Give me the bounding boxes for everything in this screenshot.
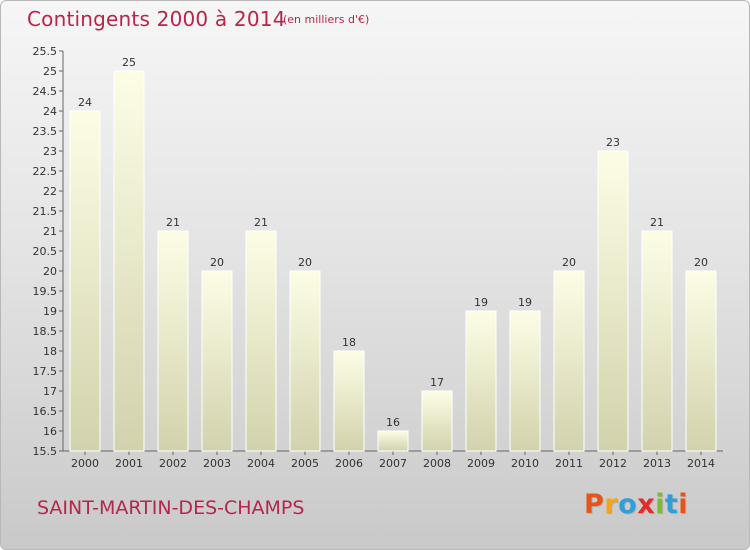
chart-labels: 2000 24 2001 25 2002 21 2003 20 2004 21 2005 20 2006… — [71, 56, 715, 470]
y-tick-label: 19 — [43, 305, 57, 318]
bar-value-label: 23 — [606, 136, 620, 149]
y-tick-label: 16.5 — [33, 405, 58, 418]
x-tick-label: 2004 — [247, 457, 275, 470]
x-tick-label: 2008 — [423, 457, 451, 470]
bar-value-label: 21 — [166, 216, 180, 229]
commune-name: SAINT-MARTIN-DES-CHAMPS — [37, 497, 305, 519]
bar — [641, 230, 673, 452]
chart-unit: (en milliers d'€) — [283, 13, 370, 26]
bar-value-label: 21 — [254, 216, 268, 229]
bar-value-label: 24 — [78, 96, 92, 109]
y-tick-label: 19.5 — [33, 285, 58, 298]
bar — [201, 270, 233, 452]
x-tick-label: 2014 — [687, 457, 715, 470]
y-tick-label: 21 — [43, 225, 57, 238]
x-tick-label: 2009 — [467, 457, 495, 470]
bar — [289, 270, 321, 452]
bar-value-label: 17 — [430, 376, 444, 389]
chart-axes: 15.5 16 16.5 17 17.5 18 18.5 19 19.5 20 20.5 21 21.5… — [33, 45, 723, 458]
y-tick-label: 22 — [43, 185, 57, 198]
y-tick-label: 25.5 — [33, 45, 58, 58]
bar-value-label: 25 — [122, 56, 136, 69]
bar — [377, 430, 409, 452]
y-tick-label: 23.5 — [33, 125, 58, 138]
y-tick-label: 25 — [43, 65, 57, 78]
brand-letter: r — [604, 489, 619, 520]
y-tick-label: 21.5 — [33, 205, 58, 218]
x-tick-label: 2007 — [379, 457, 407, 470]
x-tick-label: 2011 — [555, 457, 583, 470]
x-tick-label: 2005 — [291, 457, 319, 470]
y-tick-label: 18 — [43, 345, 57, 358]
x-tick-label: 2000 — [71, 457, 99, 470]
x-tick-label: 2013 — [643, 457, 671, 470]
y-tick-label: 23 — [43, 145, 57, 158]
y-tick-label: 22.5 — [33, 165, 58, 178]
bar — [333, 350, 365, 452]
y-tick-label: 15.5 — [33, 445, 58, 458]
bar-value-label: 16 — [386, 416, 400, 429]
bar — [597, 150, 629, 452]
bar — [245, 230, 277, 452]
x-tick-label: 2010 — [511, 457, 539, 470]
bar-value-label: 19 — [518, 296, 532, 309]
brand-letter: P — [584, 489, 605, 520]
chart-bars — [69, 70, 717, 452]
bar — [157, 230, 189, 452]
y-tick-label: 24 — [43, 105, 57, 118]
bar — [69, 110, 101, 452]
bar-value-label: 18 — [342, 336, 356, 349]
bar-value-label: 21 — [650, 216, 664, 229]
bar — [421, 390, 453, 452]
x-tick-label: 2012 — [599, 457, 627, 470]
brand-letter: i — [678, 489, 689, 520]
bar — [685, 270, 717, 452]
bar-value-label: 20 — [694, 256, 708, 269]
brand-letter: o — [618, 489, 638, 520]
proxiti-logo[interactable]: Proxiti — [584, 489, 688, 520]
bar-value-label: 20 — [298, 256, 312, 269]
bar — [509, 310, 541, 452]
y-tick-label: 18.5 — [33, 325, 58, 338]
brand-letter: t — [664, 489, 679, 520]
y-tick-label: 20.5 — [33, 245, 58, 258]
bar-value-label: 20 — [562, 256, 576, 269]
x-tick-label: 2003 — [203, 457, 231, 470]
x-tick-label: 2006 — [335, 457, 363, 470]
y-tick-label: 20 — [43, 265, 57, 278]
bar-value-label: 20 — [210, 256, 224, 269]
bar — [553, 270, 585, 452]
x-tick-label: 2002 — [159, 457, 187, 470]
bar — [465, 310, 497, 452]
y-tick-label: 16 — [43, 425, 57, 438]
bar — [113, 70, 145, 452]
y-tick-label: 24.5 — [33, 85, 58, 98]
chart-title: Contingents 2000 à 2014 — [27, 7, 286, 31]
bar-value-label: 19 — [474, 296, 488, 309]
y-tick-label: 17.5 — [33, 365, 58, 378]
brand-letter: x — [637, 489, 656, 520]
y-tick-label: 17 — [43, 385, 57, 398]
x-tick-label: 2001 — [115, 457, 143, 470]
brand-letter: i — [655, 489, 665, 520]
